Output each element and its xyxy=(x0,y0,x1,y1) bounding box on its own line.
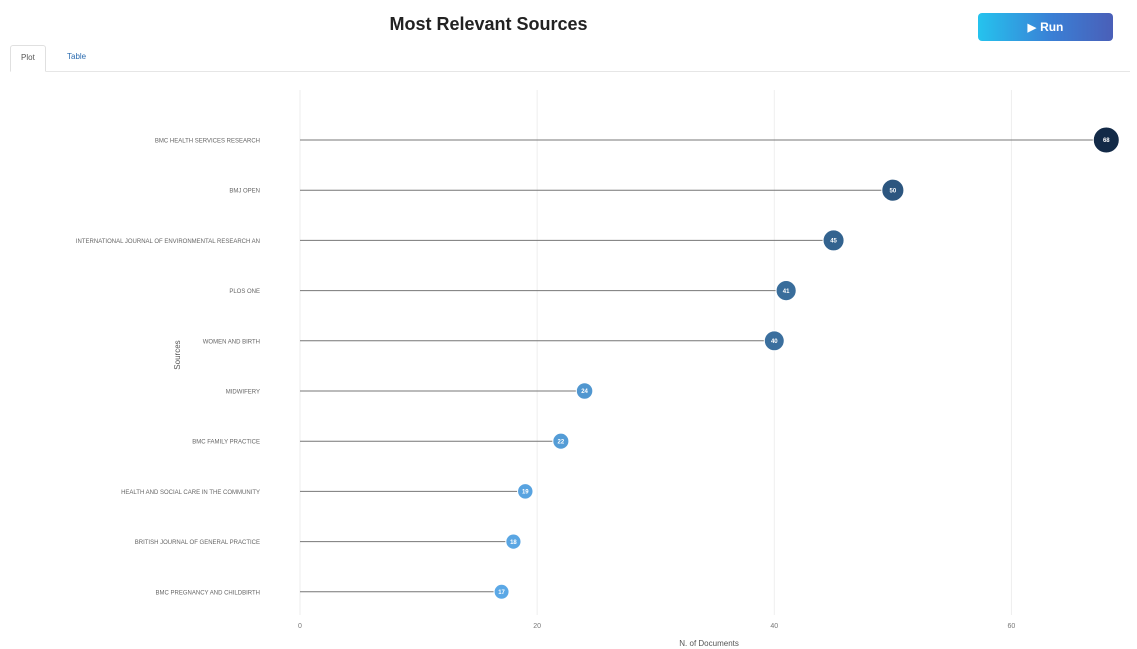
y-tick-label: BMC PREGNANCY AND CHILDBIRTH xyxy=(156,590,260,596)
y-axis-label: Sources xyxy=(173,340,182,369)
data-label: 40 xyxy=(771,339,778,345)
run-button[interactable]: ▶ Run xyxy=(978,13,1113,41)
data-label: 17 xyxy=(498,590,505,596)
y-tick-label: WOMEN AND BIRTH xyxy=(203,339,260,345)
y-tick-label: BRITISH JOURNAL OF GENERAL PRACTICE xyxy=(135,540,260,546)
page-title: Most Relevant Sources xyxy=(389,14,588,34)
lollipop-point xyxy=(822,229,845,252)
x-tick-label: 20 xyxy=(533,623,541,630)
y-tick-label: BMC FAMILY PRACTICE xyxy=(192,440,260,446)
data-label: 18 xyxy=(510,540,517,546)
y-tick-label: MIDWIFERY xyxy=(226,390,260,396)
data-label: 24 xyxy=(581,389,588,395)
lollipop-point xyxy=(763,330,785,352)
x-tick-label: 0 xyxy=(298,623,302,630)
y-tick-label: BMC HEALTH SERVICES RESEARCH xyxy=(155,139,260,145)
lollipop-point xyxy=(493,583,510,600)
y-tick-label: PLOS ONE xyxy=(229,289,260,295)
run-button-label: Run xyxy=(1040,20,1064,34)
lollipop-point xyxy=(881,178,905,202)
x-tick-label: 40 xyxy=(770,623,778,630)
play-icon: ▶ xyxy=(1027,21,1037,34)
lollipop-point xyxy=(1092,126,1120,154)
tab-bar: Plot Table xyxy=(10,45,1130,72)
data-label: 41 xyxy=(783,289,790,295)
lollipop-point xyxy=(575,382,594,400)
data-label: 50 xyxy=(890,188,897,194)
data-label: 22 xyxy=(558,439,565,445)
lollipop-point xyxy=(552,432,570,450)
data-label: 19 xyxy=(522,490,529,496)
y-tick-label: HEALTH AND SOCIAL CARE IN THE COMMUNITY xyxy=(121,490,260,496)
lollipop-point xyxy=(517,483,534,500)
data-label: 68 xyxy=(1103,138,1110,144)
tab-table[interactable]: Table xyxy=(67,52,87,61)
lollipop-point xyxy=(505,533,522,550)
y-tick-label: BMJ OPEN xyxy=(229,189,260,195)
x-tick-label: 60 xyxy=(1008,623,1016,630)
y-tick-label: INTERNATIONAL JOURNAL OF ENVIRONMENTAL R… xyxy=(76,239,260,245)
data-label: 45 xyxy=(830,239,837,245)
lollipop-point xyxy=(775,280,797,302)
tab-plot[interactable]: Plot xyxy=(10,45,46,72)
x-axis-label: N. of Documents xyxy=(679,639,739,648)
